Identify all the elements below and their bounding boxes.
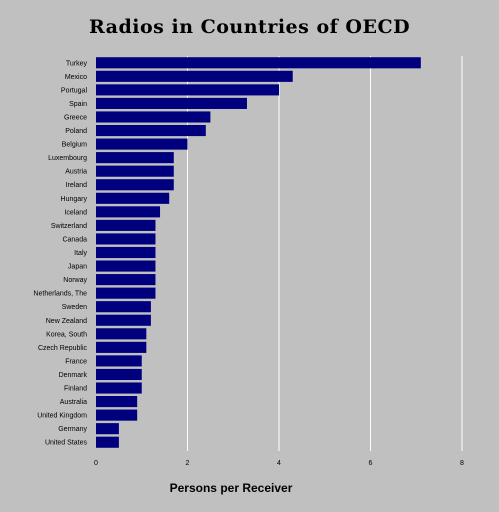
category-label: Portugal [61, 87, 88, 94]
bar [96, 70, 293, 82]
bar [96, 124, 206, 137]
bar [96, 233, 156, 245]
category-label: Korea, South [46, 331, 87, 338]
bar [96, 192, 170, 204]
category-label: United States [45, 440, 88, 447]
category-label: France [65, 358, 87, 365]
bar [96, 84, 279, 96]
category-label: Norway [63, 277, 87, 284]
bar [96, 409, 138, 421]
bar [96, 274, 156, 286]
x-tick-label: 4 [277, 460, 281, 467]
category-label: Spain [69, 101, 87, 108]
bar [96, 138, 188, 150]
bar [96, 368, 142, 381]
bar [96, 355, 142, 367]
bar [96, 396, 138, 408]
bar [96, 179, 174, 191]
category-label: Finland [64, 386, 87, 393]
category-label: Switzerland [51, 223, 87, 230]
category-label: Austria [65, 169, 87, 176]
category-label: Canada [62, 236, 87, 243]
category-label: Luxembourg [48, 155, 87, 162]
category-label: Mexico [65, 74, 87, 81]
category-label: Sweden [62, 304, 87, 311]
bar [96, 152, 174, 164]
category-label: Iceland [64, 209, 87, 216]
category-label: Czech Republic [38, 345, 88, 352]
category-label: Japan [68, 264, 87, 271]
category-label: Australia [60, 399, 87, 406]
x-axis-label: Persons per Receiver [169, 481, 293, 495]
bar [96, 436, 119, 448]
bar [96, 260, 156, 272]
bar [96, 219, 156, 231]
bar [96, 111, 211, 123]
category-label: Denmark [59, 372, 88, 379]
bar [96, 423, 119, 435]
bar [96, 287, 156, 299]
bar [96, 382, 142, 394]
x-tick-label: 0 [94, 460, 98, 467]
chart-title: Radios in Countries of OECD [88, 16, 411, 38]
bar [96, 301, 151, 313]
bar [96, 206, 161, 218]
category-label: Italy [74, 250, 87, 257]
category-label: Belgium [62, 142, 87, 149]
bar [96, 246, 156, 259]
bar [96, 57, 421, 69]
category-label: Greece [64, 114, 87, 121]
category-label: Netherlands, The [33, 291, 87, 298]
x-tick-label: 2 [186, 460, 190, 467]
bar [96, 341, 147, 353]
category-label: New Zealand [46, 318, 87, 325]
category-label: Germany [58, 426, 87, 433]
category-label: Hungary [61, 196, 88, 203]
bar [96, 97, 247, 109]
x-tick-label: 8 [460, 460, 464, 467]
bar [96, 165, 174, 177]
category-label: Ireland [66, 182, 88, 189]
bar [96, 328, 147, 340]
category-label: United Kingdom [37, 413, 87, 420]
x-tick-label: 6 [369, 460, 373, 467]
category-label: Turkey [66, 60, 88, 67]
bar [96, 314, 151, 326]
category-label: Poland [65, 128, 87, 135]
